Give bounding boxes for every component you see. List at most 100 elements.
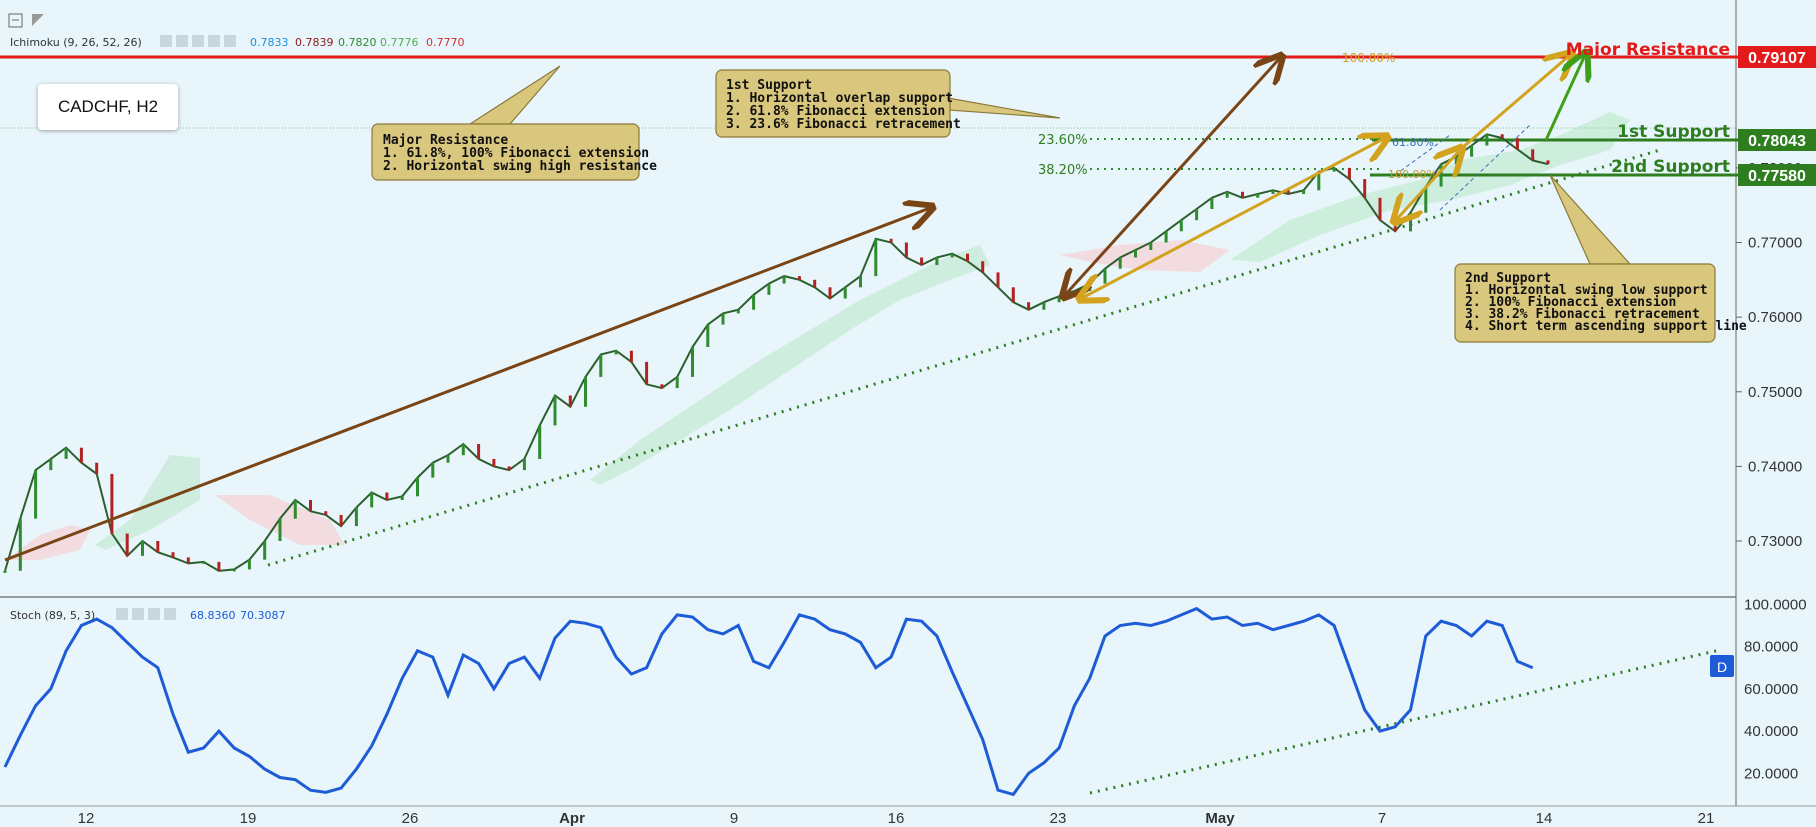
price-candle (874, 238, 878, 277)
time-tick-label: 26 (402, 810, 419, 827)
second-note-line-5: 4. Short term ascending support line (1465, 319, 1747, 334)
price-candle (1302, 190, 1306, 194)
price-candle (828, 287, 832, 299)
price-candle (1088, 283, 1092, 292)
first-support-label: 1st Support (1617, 122, 1730, 142)
price-candle (1072, 291, 1076, 297)
time-tick-label: Apr (559, 810, 585, 827)
price-candle (507, 466, 511, 471)
stoch-legend: Stoch (89, 5, 3) 68.8360 70.3087 (10, 608, 286, 622)
first-note-line-4: 3. 23.6% Fibonacci retracement (726, 117, 961, 132)
fib-label-382: 38.20% (1038, 163, 1088, 178)
flag-icon[interactable] (32, 14, 44, 26)
price-candle (217, 561, 221, 571)
price-candle (141, 541, 144, 556)
time-tick-label: 14 (1536, 810, 1553, 827)
stoch-value-1: 68.8360 (190, 609, 236, 622)
price-candle (1500, 134, 1504, 138)
price-candle (797, 276, 801, 280)
time-tick-label: 16 (888, 810, 905, 827)
second-support-note: 2nd Support 1. Horizontal swing low supp… (1454, 174, 1747, 343)
brown-trend-arrow-long (4, 208, 930, 562)
price-tick-label: 0.77000 (1748, 235, 1802, 252)
price-candle (1378, 197, 1382, 221)
price-candle (1332, 167, 1336, 172)
price-candle (202, 561, 206, 564)
stoch-d-label: D (1717, 659, 1727, 675)
ichimoku-value-3: 0.7820 (338, 36, 377, 49)
price-candle (1210, 197, 1214, 209)
price-candle (1515, 138, 1519, 150)
time-tick-label: 7 (1378, 810, 1386, 827)
symbol-label: CADCHF, H2 (38, 84, 178, 130)
price-candle (324, 511, 328, 515)
fib-label-236: 23.60% (1038, 133, 1088, 148)
collapse-icon[interactable] (8, 13, 23, 28)
top-legend: Ichimoku (9, 26, 52, 26) 0.7833 0.7839 0… (8, 13, 465, 49)
price-candle (385, 492, 389, 500)
price-candle (263, 541, 267, 560)
ichimoku-value-5: 0.7770 (426, 36, 465, 49)
major-note-line-2: 1. 61.8%, 100% Fibonacci extension (383, 146, 649, 161)
price-tick-label: 0.74000 (1748, 458, 1802, 475)
price-candle (736, 309, 740, 314)
second-note-line-3: 2. 100% Fibonacci extension (1465, 295, 1676, 310)
price-candle (1393, 220, 1397, 232)
price-candle (1011, 287, 1015, 303)
stoch-tick-label: 20.0000 (1744, 765, 1798, 782)
price-candle (599, 354, 603, 377)
ichimoku-value-2: 0.7839 (295, 36, 334, 49)
price-candle (18, 518, 22, 571)
price-candle (492, 458, 496, 467)
price-candle (645, 361, 649, 385)
stoch-tick-label: 100.0000 (1744, 596, 1807, 613)
price-candle (461, 444, 465, 456)
price-candle (660, 384, 664, 388)
major-resistance-note: Major Resistance 1. 61.8%, 100% Fibonacc… (371, 65, 657, 181)
fib-label-100-top: 100.00% (1342, 51, 1395, 65)
time-axis: 12 19 26 Apr 9 16 23 May 7 14 21 (78, 810, 1715, 827)
ichimoku-label[interactable]: Ichimoku (9, 26, 52, 26) (10, 36, 142, 49)
price-candle (1531, 149, 1535, 161)
gold-arrow-1 (1082, 138, 1385, 298)
first-note-line-3: 2. 61.8% Fibonacci extension (726, 104, 945, 119)
stoch-control-icons[interactable] (116, 608, 176, 620)
price-candle (171, 552, 175, 558)
time-tick-label: May (1205, 810, 1235, 827)
stoch-axis: 20.0000 40.0000 60.0000 80.0000 100.0000 (1744, 596, 1807, 782)
price-candle (889, 238, 893, 243)
second-support-price: 0.77580 (1748, 168, 1806, 185)
stoch-tick-label: 80.0000 (1744, 639, 1798, 656)
price-candle (1195, 209, 1199, 221)
price-candle (1241, 191, 1244, 198)
price-candle (232, 569, 236, 572)
time-tick-label: 12 (78, 810, 95, 827)
stoch-d-marker[interactable]: D (1710, 655, 1734, 677)
price-candle (966, 253, 969, 262)
time-tick-label: 9 (730, 810, 738, 827)
price-candle (843, 287, 847, 299)
price-candle (354, 507, 358, 527)
price-candle (859, 276, 862, 288)
price-candle (125, 533, 129, 556)
price-candle (156, 541, 160, 553)
ichimoku-value-4: 0.7776 (380, 36, 419, 49)
price-candle (3, 570, 7, 573)
stoch-series-line (3, 606, 1534, 797)
time-tick-label: 23 (1050, 810, 1067, 827)
price-candle (1149, 242, 1153, 250)
price-candle (339, 514, 343, 527)
stoch-label[interactable]: Stoch (89, 5, 3) (10, 609, 95, 622)
price-candle (935, 257, 939, 265)
first-support-note: 1st Support 1. Horizontal overlap suppor… (715, 69, 1061, 138)
time-tick-label: 21 (1698, 810, 1715, 827)
indicator-control-icons[interactable] (160, 35, 236, 47)
price-tick-label: 0.73000 (1748, 533, 1802, 550)
price-candle (1454, 156, 1458, 165)
price-candle (1225, 191, 1229, 198)
time-tick-label: 19 (240, 810, 257, 827)
fib-label-618: 61.80% (1392, 136, 1434, 149)
first-support-price-tag: 0.78043 (1738, 129, 1816, 151)
price-candle (400, 496, 404, 500)
price-candle (522, 458, 526, 471)
